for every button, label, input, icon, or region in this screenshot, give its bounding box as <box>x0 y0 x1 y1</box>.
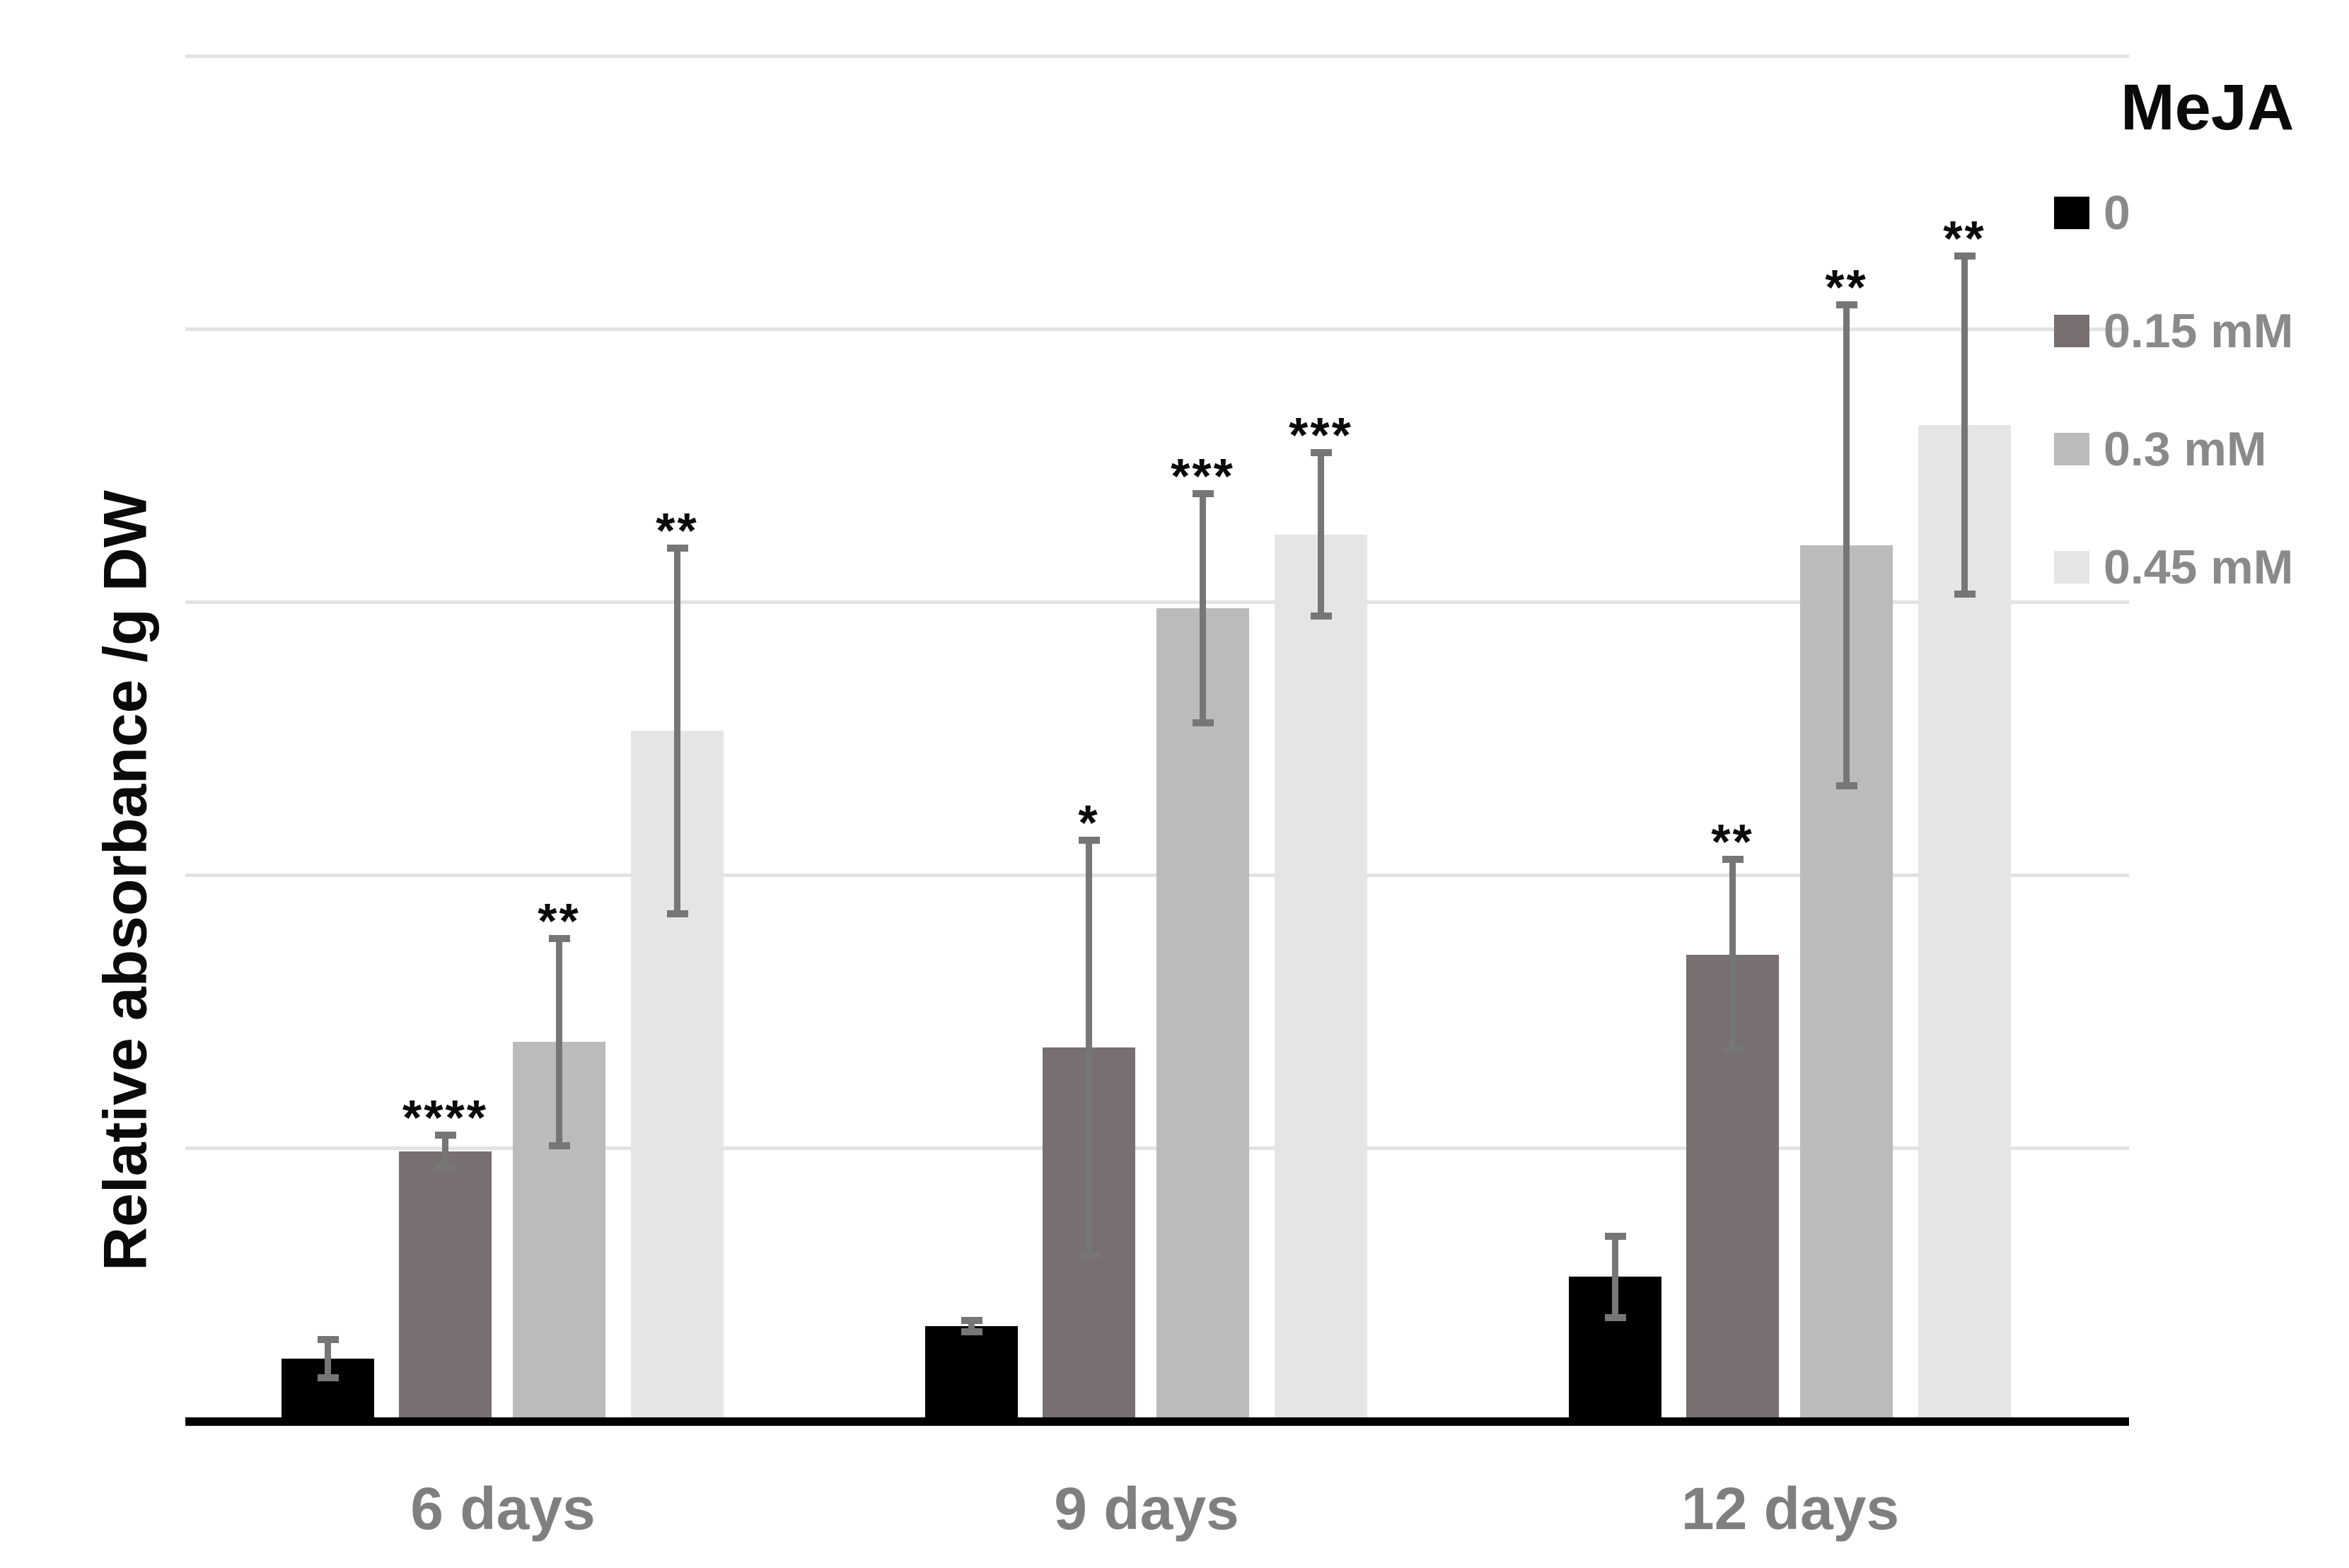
x-axis-label-12-days: 12 days <box>1681 1475 1900 1542</box>
error-bar-cap-top <box>1604 1232 1626 1240</box>
error-bar-cap-top <box>548 934 570 942</box>
significance-label: *** <box>1289 407 1353 463</box>
error-bar-cap-bottom <box>1310 612 1332 620</box>
error-bar-whisker <box>1200 493 1206 723</box>
error-bar-cap-bottom <box>317 1374 339 1382</box>
error-bar-whisker <box>1086 840 1092 1255</box>
error-bar-cap-bottom <box>1954 591 1976 598</box>
error-bar-whisker <box>442 1134 448 1168</box>
error-bar-cap-bottom <box>434 1164 456 1172</box>
significance-label: *** <box>1171 448 1235 504</box>
error-bar-cap-bottom <box>666 910 688 918</box>
error-bar-whisker <box>556 938 562 1146</box>
error-bar-whisker <box>1612 1236 1618 1318</box>
error-bar-cap-bottom <box>961 1328 982 1335</box>
legend-title: MeJA <box>2121 71 2295 144</box>
bar-9-days-0.45-mM <box>1275 534 1367 1422</box>
gridline <box>185 327 2129 331</box>
x-axis-label-9-days: 9 days <box>1054 1475 1239 1542</box>
error-bar-cap-bottom <box>1835 782 1857 789</box>
significance-label: ** <box>656 502 699 558</box>
bar-6-days-0.15-mM <box>399 1151 492 1422</box>
gridline <box>185 600 2129 604</box>
plot-area: **** ** ** * *** *** ** ** ** <box>185 54 2129 1426</box>
error-bar-cap-top <box>961 1317 982 1325</box>
legend-swatch-0-45-mm <box>2054 551 2089 583</box>
error-bar-whisker <box>325 1340 331 1378</box>
error-bar-whisker <box>1729 859 1736 1051</box>
error-bar-whisker <box>1318 452 1324 617</box>
error-bar-cap-top <box>1835 301 1857 309</box>
significance-label: ** <box>1825 260 1868 315</box>
error-bar-cap-top <box>1192 489 1214 497</box>
significance-label: * <box>1078 794 1100 850</box>
error-bar-cap-top <box>1078 836 1100 844</box>
legend-label-0: 0 <box>2104 186 2130 240</box>
error-bar-cap-bottom <box>1604 1314 1626 1322</box>
error-bar-whisker <box>674 547 680 914</box>
error-bar-whisker <box>1961 255 1968 595</box>
legend-swatch-0-15-mm <box>2054 315 2089 347</box>
error-bar-cap-top <box>317 1336 339 1344</box>
x-axis-line <box>185 1417 2129 1426</box>
y-axis-title: Relative absorbance /g DW <box>91 490 160 1271</box>
gridline <box>185 54 2129 58</box>
legend-label-0-45-mm: 0.45 mM <box>2104 540 2294 594</box>
significance-label: ** <box>1711 813 1754 869</box>
legend-label-0-3-mm: 0.3 mM <box>2104 422 2267 476</box>
legend-label-0-15-mm: 0.15 mM <box>2104 304 2294 358</box>
legend-swatch-0-3-mm <box>2054 433 2089 465</box>
error-bar-whisker <box>968 1320 975 1332</box>
legend-swatch-0 <box>2054 197 2089 229</box>
error-bar-cap-top <box>666 544 688 552</box>
error-bar-cap-top <box>1310 448 1332 456</box>
error-bar-cap-bottom <box>1078 1251 1100 1259</box>
x-axis-label-6-days: 6 days <box>410 1475 596 1542</box>
bar-9-days-0.3-mM <box>1156 608 1249 1422</box>
error-bar-cap-bottom <box>1192 719 1214 726</box>
significance-label: ** <box>1943 210 1986 266</box>
error-bar-cap-bottom <box>1722 1047 1744 1055</box>
significance-label: **** <box>402 1089 488 1145</box>
error-bar-cap-top <box>1722 855 1744 863</box>
bar-9-days-0 <box>925 1325 1018 1422</box>
error-bar-whisker <box>1843 305 1850 786</box>
error-bar-cap-top <box>434 1131 456 1139</box>
error-bar-cap-bottom <box>548 1142 570 1150</box>
significance-label: ** <box>538 893 581 948</box>
error-bar-cap-top <box>1954 252 1976 260</box>
